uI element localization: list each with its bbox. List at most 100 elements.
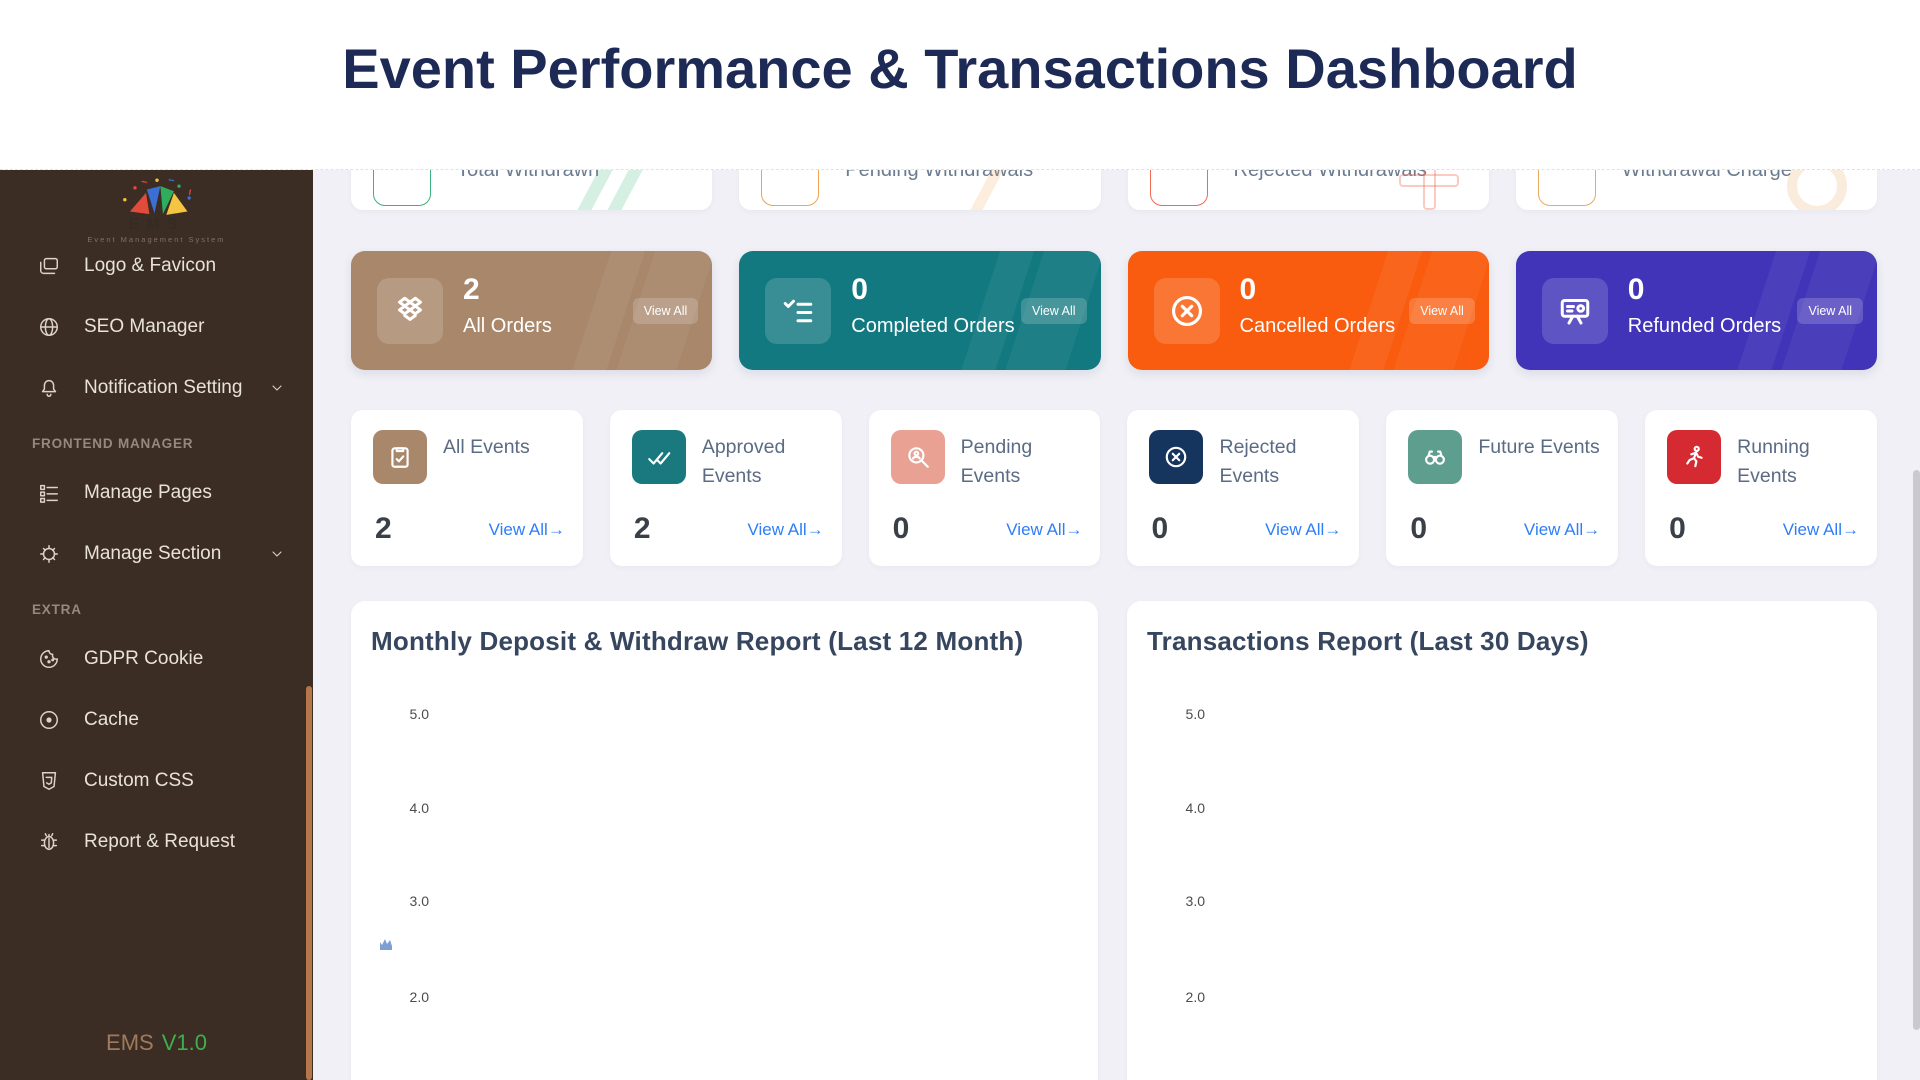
view-all-button[interactable]: View All [1797,297,1863,324]
y-tick: 3.0 [1185,893,1205,909]
y-tick: 2.0 [409,989,429,1005]
card-label: Pending Events [960,436,1033,487]
binoculars-icon [1408,430,1463,484]
view-all-link[interactable]: View All→ [488,520,565,539]
arrow-icon: → [806,520,824,539]
sidebar-scrollbar[interactable] [306,686,312,1080]
page-title: Event Performance & Transactions Dashboa… [342,37,1578,100]
globe-icon [40,318,58,336]
view-all-link[interactable]: View All→ [1265,520,1342,539]
all-orders-card[interactable]: 2 All Orders View All [351,251,713,370]
page-scrollbar[interactable] [1913,470,1920,1030]
rejected-withdrawals-card[interactable]: Rejected Withdrawals [1127,170,1489,210]
order-cards-row: 2 All Orders View All 0 Completed Orders… [351,251,1877,370]
pending-events-card[interactable]: Pending Events 0 View All→ [868,410,1101,566]
sidebar-item-custom-css[interactable]: Custom CSS [0,759,313,803]
view-all-link[interactable]: View All→ [1006,520,1083,539]
view-all-link[interactable]: View All→ [747,520,824,539]
bell-icon [41,379,57,397]
page-header: Event Performance & Transactions Dashboa… [0,0,1920,170]
sidebar-item-gdpr-cookie[interactable]: GDPR Cookie [0,637,313,681]
circle-x-icon [1149,430,1204,484]
sidebar-item-label: Custom CSS [84,770,194,791]
running-events-card[interactable]: Running Events 0 View All→ [1645,410,1877,566]
sidebar-item-manage-section[interactable]: Manage Section [0,532,313,576]
completed-orders-card[interactable]: 0 Completed Orders View All [739,251,1101,370]
logo-title: EMS [128,216,185,233]
card-value: 0 [851,273,868,306]
images-icon [40,257,58,275]
sidebar-item-logo-favicon[interactable]: Logo & Favicon [0,244,313,288]
withdraw-icon [373,170,431,206]
search-person-icon [890,430,945,484]
withdraw-icon [761,170,820,206]
sidebar-item-report-request[interactable]: Report & Request [0,820,313,864]
sidebar-item-label: Notification Setting [84,377,243,398]
all-events-card[interactable]: All Events 2 View All→ [351,410,583,566]
card-label: Rejected Withdrawals [1233,170,1427,181]
card-label: Running Events [1737,436,1810,487]
view-all-link[interactable]: View All→ [1782,520,1859,539]
sidebar-item-label: SEO Manager [84,316,205,337]
sidebar-item-notification-setting[interactable]: Notification Setting [0,366,313,410]
footer-brand: EMS [106,1030,154,1055]
sidebar-item-label: Manage Section [84,543,222,564]
sidebar-item-cache[interactable]: Cache [0,698,313,742]
sidebar-section-extra: EXTRA [32,602,82,617]
rejected-events-card[interactable]: Rejected Events 0 View All→ [1127,410,1360,566]
card-value: 0 [1151,512,1169,545]
view-all-button[interactable]: View All [632,297,699,324]
charts-row: Monthly Deposit & Withdraw Report (Last … [351,601,1877,1080]
mini-area-glyph [380,939,392,950]
decor-circle [1787,170,1847,210]
cancelled-orders-card[interactable]: 0 Cancelled Orders View All [1127,251,1489,370]
total-withdrawn-card[interactable]: Total Withdrawn [351,170,713,210]
decor-stripes [594,170,657,210]
chevron-down-icon [269,546,285,562]
y-tick: 5.0 [409,706,429,722]
double-check-icon [631,430,686,484]
withdraw-icon [1149,170,1208,206]
card-value: 0 [1410,512,1427,545]
view-all-button[interactable]: View All [1409,297,1475,324]
checklist-icon [765,277,832,344]
card-label: Approved Events [701,436,786,487]
sidebar-item-manage-pages[interactable]: Manage Pages [0,471,313,515]
sidebar: EMS Event Management System Logo & Favic… [0,170,313,1080]
chart-title: Monthly Deposit & Withdraw Report (Last … [371,626,1024,656]
withdraw-cards-row: Total Withdrawn Pending Withdrawals Reje… [351,170,1877,210]
sidebar-item-label: Logo & Favicon [84,255,217,276]
card-label: Cancelled Orders [1239,315,1396,337]
approved-events-card[interactable]: Approved Events 2 View All→ [609,410,842,566]
sidebar-item-label: GDPR Cookie [84,648,204,669]
transactions-report-chart: Transactions Report (Last 30 Days) 5.0 4… [1127,601,1877,1080]
card-label: Rejected Events [1219,436,1297,487]
sidebar-item-seo-manager[interactable]: SEO Manager [0,305,313,349]
bug-icon [40,833,58,851]
view-all-button[interactable]: View All [1020,297,1087,324]
card-value: 2 [463,273,480,306]
cookie-icon [40,650,58,668]
ems-logo: EMS Event Management System [0,170,313,244]
view-all-link[interactable]: View All→ [1523,520,1601,539]
card-label: Withdrawal Charge [1621,170,1792,181]
sidebar-item-label: Report & Request [84,831,236,852]
y-tick: 2.0 [1185,989,1205,1005]
disc-icon [40,711,58,729]
sidebar-section-frontend-manager: FRONTEND MANAGER [32,436,194,451]
css-shield-icon [41,772,57,790]
card-label: All Events [443,436,530,458]
card-label: Future Events [1478,436,1600,458]
chart-title: Transactions Report (Last 30 Days) [1147,626,1589,656]
pending-withdrawals-card[interactable]: Pending Withdrawals [739,170,1101,210]
arrow-icon: → [547,520,565,539]
arrow-icon: → [1065,520,1083,539]
card-label: Total Withdrawn [457,170,600,181]
refunded-orders-card[interactable]: 0 Refunded Orders View All [1515,251,1877,370]
withdrawal-charge-card[interactable]: Withdrawal Charge [1515,170,1877,210]
runner-icon [1667,430,1722,484]
sidebar-footer: EMS V1.0 [0,1030,313,1056]
y-tick: 3.0 [409,893,429,909]
future-events-card[interactable]: Future Events 0 View All→ [1386,410,1619,566]
card-value: 0 [892,512,910,545]
